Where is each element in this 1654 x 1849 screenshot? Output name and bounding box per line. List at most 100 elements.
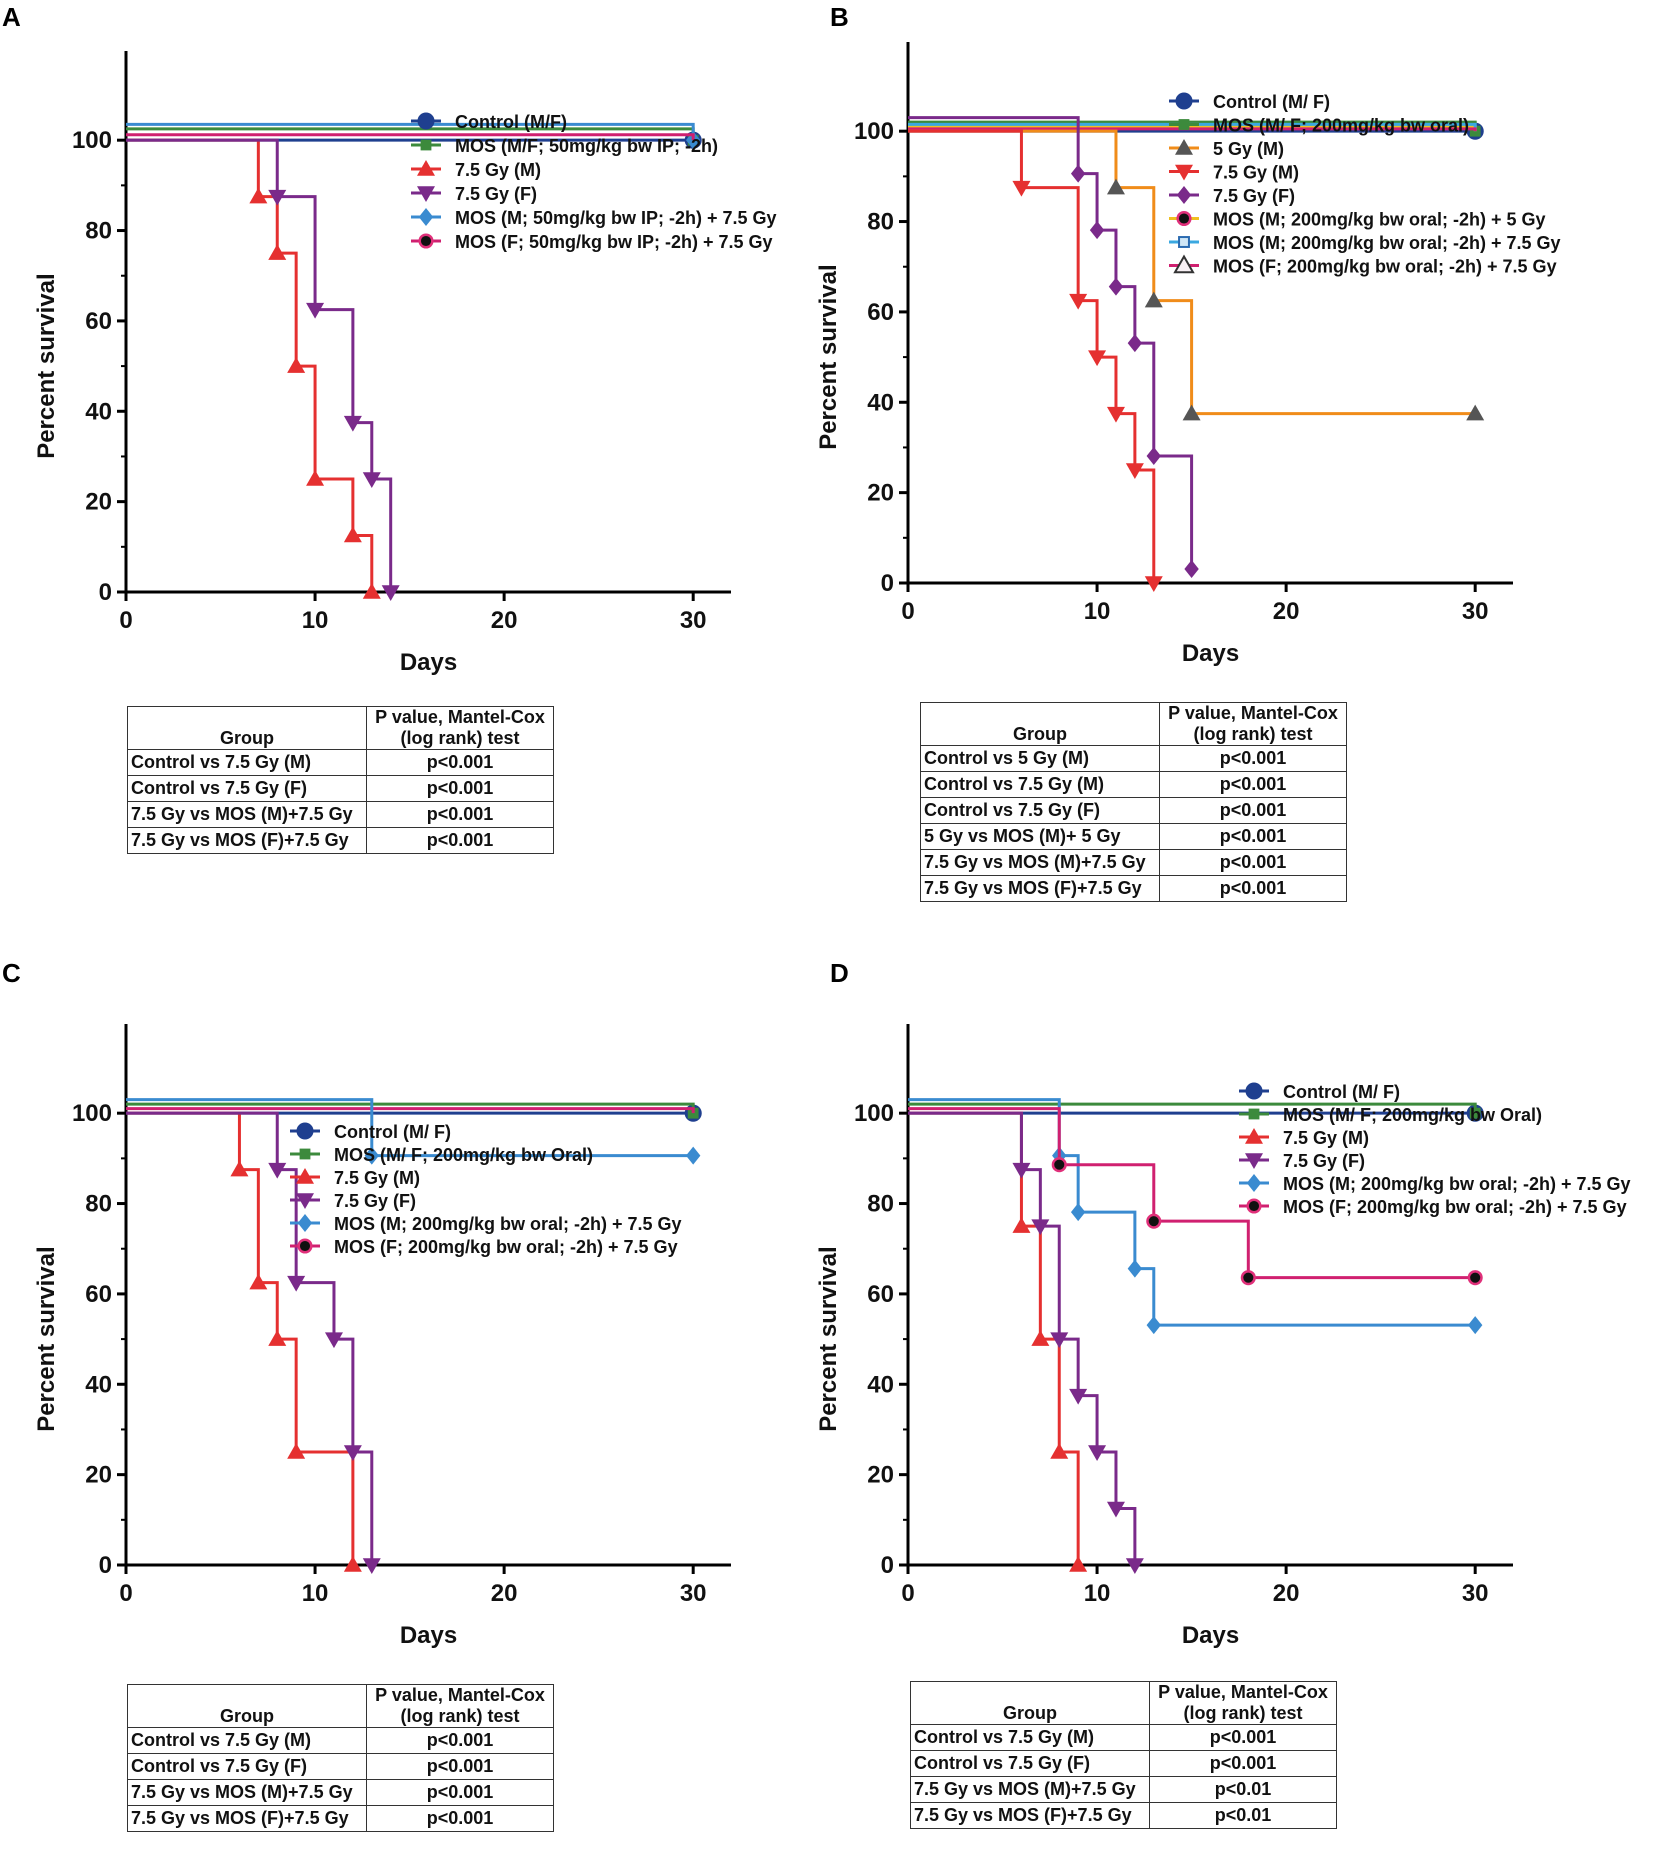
y-axis-label: Percent survival bbox=[815, 264, 842, 449]
x-tick-label: 20 bbox=[491, 1580, 518, 1607]
x-tick-label: 10 bbox=[302, 607, 329, 634]
x-tick-label: 20 bbox=[1273, 1580, 1300, 1607]
header-p-line2: (log rank) test bbox=[400, 1706, 520, 1726]
legend-label: Control (M/ F) bbox=[1213, 92, 1330, 112]
legend-label: 5 Gy (M) bbox=[1213, 139, 1284, 159]
legend-marker bbox=[296, 1193, 314, 1209]
row-group: 7.5 Gy vs MOS (F)+7.5 Gy bbox=[127, 827, 367, 854]
series-line bbox=[126, 1098, 694, 1158]
legend-marker bbox=[1246, 1198, 1262, 1214]
row-p-value: p<0.001 bbox=[1149, 1750, 1337, 1777]
header-p-line2: (log rank) test bbox=[1193, 724, 1313, 744]
legend-label: 7.5 Gy (F) bbox=[1213, 186, 1295, 206]
series-7 bbox=[908, 127, 1477, 132]
row-p-value: p<0.001 bbox=[1159, 797, 1347, 824]
series-marker bbox=[1466, 404, 1485, 421]
x-tick-label: 10 bbox=[1084, 598, 1111, 625]
legend-marker bbox=[296, 1122, 314, 1140]
series-marker bbox=[1106, 406, 1125, 423]
x-tick-label: 10 bbox=[1084, 1580, 1111, 1607]
series-marker bbox=[1106, 178, 1125, 195]
series-marker bbox=[1031, 1330, 1050, 1346]
series-4 bbox=[126, 1098, 701, 1165]
legend-marker bbox=[1178, 236, 1190, 248]
series-3 bbox=[126, 138, 400, 601]
legend-marker bbox=[1246, 1174, 1262, 1192]
table-row: 7.5 Gy vs MOS (M)+7.5 Gy p<0.001 bbox=[127, 801, 554, 828]
table-row: Control vs 7.5 Gy (M) p<0.001 bbox=[127, 1727, 554, 1754]
row-group: 7.5 Gy vs MOS (M)+7.5 Gy bbox=[127, 801, 367, 828]
row-p-value: p<0.001 bbox=[366, 775, 554, 802]
header-p-line1: P value, Mantel-Cox bbox=[1168, 703, 1338, 723]
x-axis-label: Days bbox=[1182, 1622, 1239, 1649]
series-marker bbox=[1088, 1445, 1107, 1462]
series-marker bbox=[1184, 559, 1199, 578]
row-group: Control vs 7.5 Gy (M) bbox=[920, 771, 1160, 798]
x-tick-label: 30 bbox=[1462, 1580, 1489, 1607]
y-tick-label: 20 bbox=[867, 1462, 894, 1489]
header-p-value: P value, Mantel-Cox (log rank) test bbox=[366, 1684, 554, 1728]
series-marker bbox=[249, 1273, 268, 1290]
x-tick-label: 0 bbox=[901, 598, 914, 625]
legend-marker bbox=[297, 1238, 313, 1254]
row-p-value: p<0.001 bbox=[366, 827, 554, 854]
series-marker bbox=[685, 1146, 701, 1165]
legend-marker bbox=[296, 1168, 314, 1184]
x-axis-label: Days bbox=[400, 649, 457, 676]
header-p-line1: P value, Mantel-Cox bbox=[375, 707, 545, 727]
panel-letter-d: D bbox=[830, 958, 849, 988]
header-p-line1: P value, Mantel-Cox bbox=[1158, 1682, 1328, 1702]
stats-table-c: Group P value, Mantel-Cox (log rank) test… bbox=[127, 1684, 554, 1832]
x-axis-label: Days bbox=[400, 1622, 457, 1649]
legend-label: MOS (M; 200mg/kg bw oral; -2h) + 7.5 Gy bbox=[334, 1214, 682, 1234]
legend-label: MOS (M/F; 50mg/kg bw IP; -2h) bbox=[455, 136, 718, 156]
series-3 bbox=[908, 129, 1163, 592]
series-marker bbox=[1069, 293, 1088, 310]
legend-marker bbox=[299, 1148, 311, 1160]
legend-label: MOS (M; 200mg/kg bw oral; -2h) + 7.5 Gy bbox=[1283, 1174, 1631, 1194]
header-group: Group bbox=[910, 1681, 1150, 1725]
series-line bbox=[908, 1111, 1137, 1565]
row-group: 7.5 Gy vs MOS (M)+7.5 Gy bbox=[910, 1776, 1150, 1803]
header-p-value: P value, Mantel-Cox (log rank) test bbox=[366, 706, 554, 750]
series-marker bbox=[1070, 1203, 1086, 1222]
y-tick-label: 80 bbox=[867, 1191, 894, 1218]
legend-label: 7.5 Gy (M) bbox=[455, 160, 541, 180]
y-tick-label: 0 bbox=[881, 1552, 894, 1579]
legend-label: MOS (M/ F; 200mg/kg bw Oral) bbox=[1283, 1105, 1542, 1125]
table-row: 7.5 Gy vs MOS (F)+7.5 Gy p<0.01 bbox=[910, 1802, 1337, 1829]
header-p-line1: P value, Mantel-Cox bbox=[375, 1685, 545, 1705]
row-group: 7.5 Gy vs MOS (M)+7.5 Gy bbox=[127, 1779, 367, 1806]
series-marker bbox=[268, 189, 287, 206]
y-tick-label: 100 bbox=[854, 1100, 894, 1127]
series-marker bbox=[230, 1160, 249, 1177]
y-tick-label: 0 bbox=[99, 1552, 112, 1579]
legend-marker bbox=[420, 139, 432, 151]
series-marker bbox=[1146, 1213, 1162, 1229]
series-marker bbox=[343, 1556, 362, 1572]
x-tick-label: 10 bbox=[302, 1580, 329, 1607]
series-marker bbox=[287, 1443, 306, 1459]
y-tick-label: 40 bbox=[85, 1371, 112, 1398]
series-marker bbox=[687, 1107, 699, 1119]
x-tick-label: 30 bbox=[1462, 598, 1489, 625]
legend-label: 7.5 Gy (M) bbox=[1283, 1128, 1369, 1148]
y-tick-label: 60 bbox=[867, 1281, 894, 1308]
series-marker bbox=[343, 526, 362, 543]
series-marker bbox=[343, 415, 362, 432]
series-marker bbox=[1146, 447, 1161, 466]
row-group: 7.5 Gy vs MOS (F)+7.5 Gy bbox=[910, 1802, 1150, 1829]
axes: 0 10 20 30 0 20 40 60 80 100 Days Percent survival bbox=[33, 1024, 731, 1649]
row-p-value: p<0.01 bbox=[1149, 1802, 1337, 1829]
series-line bbox=[126, 1111, 355, 1565]
y-tick-label: 0 bbox=[99, 579, 112, 606]
series-line bbox=[908, 127, 1477, 132]
series-marker bbox=[1125, 1558, 1144, 1574]
table-row: 7.5 Gy vs MOS (M)+7.5 Gy p<0.01 bbox=[910, 1776, 1337, 1803]
series-marker bbox=[1146, 1316, 1161, 1335]
legend-label: 7.5 Gy (F) bbox=[1283, 1151, 1365, 1171]
series-marker bbox=[1088, 350, 1107, 367]
series-marker bbox=[1127, 334, 1143, 353]
legend-label: MOS (M/ F; 200mg/kg bw oral) bbox=[1213, 116, 1469, 136]
series-marker bbox=[1031, 1219, 1050, 1236]
